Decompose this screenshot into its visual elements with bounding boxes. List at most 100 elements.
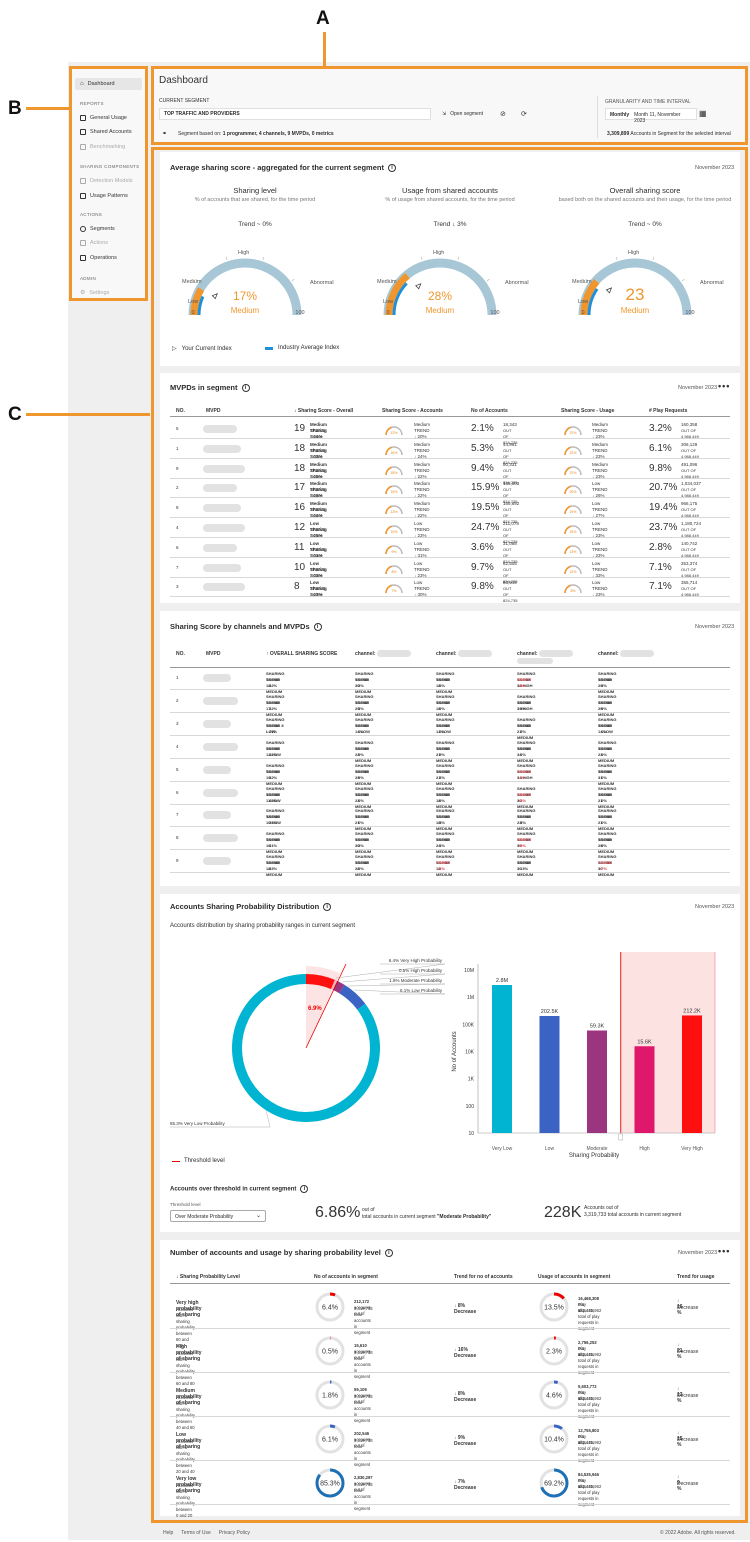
column-header[interactable]: ↓ Sharing Probability Level [176, 1274, 240, 1280]
mini-gauge-fill [564, 466, 571, 475]
column-header[interactable]: ↓ Sharing Score - Overall [294, 408, 354, 414]
gauge-card: Overall sharing score based both on the s… [550, 182, 740, 332]
sidebar-item-detection-models[interactable]: Detection Models [80, 178, 133, 184]
gauge-tick [585, 278, 589, 282]
channel-score: SHARING SCORE 16 MEDIUM [266, 831, 285, 855]
segment-icon: ⚭ [162, 131, 168, 137]
channel-trend: TREND ↓ 0% [598, 745, 612, 757]
footer-privacy-link[interactable]: Privacy Policy [218, 1530, 250, 1536]
score-label: Low Sharing Score [310, 580, 327, 598]
sidebar-item-shared-accounts[interactable]: Shared Accounts [80, 129, 132, 135]
info-icon[interactable]: i [241, 384, 250, 393]
channel-score: SHARING SCORE 18 MEDIUM [436, 671, 455, 694]
open-segment-button[interactable]: ⇲ Open segment [442, 111, 483, 117]
channel-trend: TREND ↓ 0% [598, 699, 612, 711]
pie-label-leader [347, 983, 446, 987]
row-number: 7 [176, 812, 179, 818]
threshold-legend: Threshold level [172, 1158, 225, 1164]
gauge-level: Medium [621, 306, 650, 315]
gauge-tick [390, 278, 394, 282]
legend-current: ▷ Your Current Index [172, 345, 232, 353]
play-count: 355,714 [681, 580, 698, 586]
column-header: channel: [436, 651, 457, 657]
pie-slice [339, 984, 366, 1010]
sidebar-item-dashboard[interactable]: ⌂ Dashboard [80, 81, 115, 87]
level-name: High probability of sharing [176, 1344, 202, 1362]
more-options-icon[interactable]: ••• [718, 1246, 731, 1256]
mini-gauge: 19% [564, 505, 582, 515]
mini-gauge-value: 22% [569, 471, 576, 475]
channel-score: SHARING SCORE 34 HIGH [517, 762, 536, 780]
info-icon[interactable]: i [300, 1185, 309, 1193]
granularity-value: Monthly [610, 112, 630, 118]
ring-chart: 10.4% [539, 1424, 569, 1454]
sidebar-item-segments[interactable]: Segments [80, 226, 115, 232]
plays-note: Play requests [578, 1478, 595, 1489]
channel-score: SHARING SCORE 30 MEDIUM [598, 854, 617, 878]
mini-gauge-fill [564, 446, 571, 455]
column-header[interactable]: ↑ OVERALL SHARING SCORE [266, 651, 338, 657]
calendar-icon[interactable]: ▦ [699, 109, 707, 118]
channel-score: SHARING SCORE 24 MEDIUM [436, 831, 455, 855]
accounts-count: 44,991 [503, 441, 517, 447]
play-pct: 3.2% [649, 423, 672, 434]
ring-chart: 13.5% [539, 1292, 569, 1322]
edit-icon[interactable]: ⊘ [500, 111, 506, 118]
refresh-icon[interactable]: ⟳ [521, 111, 527, 118]
mini-gauge-value: 22% [569, 451, 576, 455]
sidebar-active-bg [75, 78, 142, 90]
usage-level: Low [592, 540, 601, 546]
column-header: channel: [355, 651, 376, 657]
usage-trend: TREND ↓ 23% [592, 527, 608, 538]
accounts-level: Medium [414, 422, 431, 427]
info-icon[interactable]: i [323, 903, 332, 912]
sidebar-item-general-usage[interactable]: General Usage [80, 115, 127, 121]
column-header: MVPD [206, 651, 221, 657]
row-number: 4 [176, 743, 179, 749]
mini-gauge-value: 12% [390, 431, 397, 435]
column-header: MVPD [206, 408, 221, 414]
level-description: Accounts with a sharing probability betw… [176, 1439, 195, 1474]
accounts-in-segment: 3,309,899 Accounts in Segment for the se… [607, 131, 731, 137]
gauge-medium-label: Medium [572, 279, 592, 285]
plays-count: 12,755,803 Play requests [578, 1428, 599, 1446]
sidebar-item-settings[interactable]: ⚙ Settings [80, 289, 109, 297]
footer-help-link[interactable]: Help [163, 1530, 174, 1536]
channel-score: SHARING SCORE 38 HIGH [517, 671, 536, 688]
mini-gauge-value: 20% [569, 490, 576, 494]
accounts-note: accounts out of [354, 1393, 371, 1404]
accounts-out-of: OUT OF 824,735 [503, 546, 518, 564]
ring-fill [539, 1424, 569, 1454]
column-header: Trend for usage [677, 1274, 715, 1280]
footer-terms-link[interactable]: Terms of Use [181, 1530, 211, 1536]
gauge-industry-fill [587, 288, 599, 316]
segment-field[interactable]: TOP TRAFFIC AND PROVIDERS [159, 108, 431, 120]
accounts-count: 166,692 [503, 501, 520, 507]
channel-name-placeholder [458, 650, 492, 657]
row-number: 9 [176, 858, 179, 864]
over-threshold-count: 228K [544, 1204, 582, 1221]
sidebar-item-actions[interactable]: Actions [80, 240, 108, 246]
channel-name-placeholder [539, 650, 573, 657]
open-segment-label: Open segment [450, 111, 484, 117]
info-icon[interactable]: i [313, 623, 322, 632]
mini-gauge-fill [564, 545, 571, 554]
channel-score: SHARING SCORE 23 MEDIUM [355, 785, 374, 809]
header-highlight [151, 66, 748, 145]
gauge-low-label: Low [188, 299, 198, 305]
accounts-level: Low [414, 540, 423, 546]
sidebar-item-usage-patterns[interactable]: Usage Patterns [80, 193, 128, 199]
more-options-icon[interactable]: ••• [718, 381, 731, 391]
gauge-tick [262, 256, 265, 260]
mini-gauge-fill [385, 545, 392, 554]
granularity-select[interactable]: Monthly Month 11, November 2023 [605, 108, 697, 124]
info-icon[interactable]: i [384, 1249, 393, 1258]
sidebar-item-benchmarking[interactable]: Benchmarking [80, 144, 125, 150]
gauge-tick [615, 256, 618, 260]
info-icon[interactable]: i [387, 164, 396, 173]
ring-fill [315, 1292, 345, 1322]
threshold-select[interactable]: Over Moderate Probability ⌄ [170, 1210, 266, 1222]
plays-note: Play requests [578, 1390, 595, 1401]
sidebar-item-operations[interactable]: Operations [80, 255, 117, 261]
gauge-fill [580, 278, 600, 316]
